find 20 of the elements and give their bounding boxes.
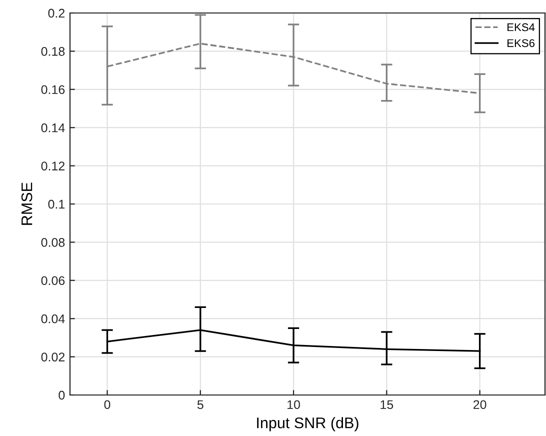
y-tick-label: 0.14 xyxy=(41,123,65,132)
y-tick-label: 0.16 xyxy=(41,85,65,94)
legend-label: EKS4 xyxy=(508,23,535,32)
y-tick-label: 0 xyxy=(58,390,65,400)
x-axis-title: Input SNR (dB) xyxy=(257,417,358,432)
x-tick-label: 0 xyxy=(104,400,110,410)
y-tick-label: 0.1 xyxy=(48,200,65,209)
x-tick-label: 10 xyxy=(288,400,300,410)
y-tick-label: 0.04 xyxy=(41,314,65,324)
y-tick-label: 0.08 xyxy=(41,238,65,247)
y-tick-label: 0.06 xyxy=(41,276,65,286)
y-tick-label: 0.12 xyxy=(41,162,65,170)
x-tick-label: 5 xyxy=(197,400,204,410)
legend-label: EKS6 xyxy=(508,39,535,48)
y-axis-title: RMSE xyxy=(21,182,32,225)
y-tick-label: 0.2 xyxy=(48,8,65,18)
y-tick-label: 0.18 xyxy=(41,47,65,56)
x-tick-label: 15 xyxy=(380,400,394,410)
x-tick-label: 20 xyxy=(473,400,486,410)
y-tick-label: 0.02 xyxy=(41,352,65,362)
